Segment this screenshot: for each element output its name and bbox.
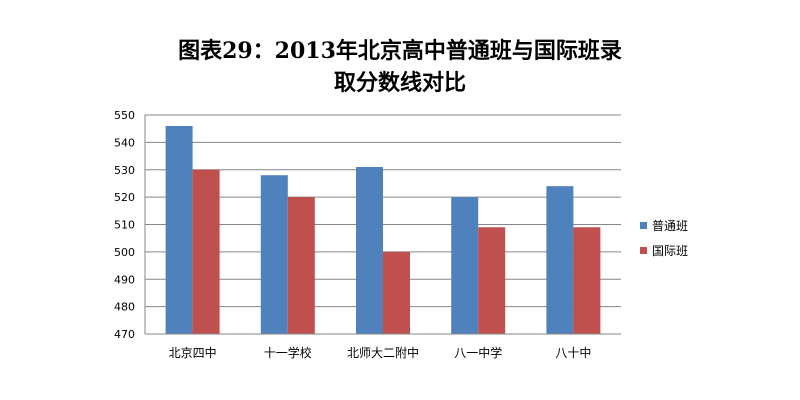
y-tick-label: 490 xyxy=(114,273,135,286)
bar-series1 xyxy=(260,175,288,334)
legend-label: 国际班 xyxy=(652,244,688,258)
bar-series1 xyxy=(356,167,383,334)
legend-swatch xyxy=(640,222,647,229)
chart-title-line1: 图表29：2013年北京高中普通班与国际班录 xyxy=(178,38,622,64)
bar-series2 xyxy=(192,169,220,334)
bar-series1 xyxy=(451,197,479,334)
y-tick-label: 520 xyxy=(114,191,135,204)
legend-swatch xyxy=(640,247,647,254)
y-tick-label: 480 xyxy=(114,301,135,314)
chart-title-line2: 取分数线对比 xyxy=(333,70,466,96)
x-category-label: 北师大二附中 xyxy=(347,345,419,360)
y-tick-label: 470 xyxy=(114,328,135,341)
x-category-label: 八一中学 xyxy=(454,345,502,360)
y-tick-label: 510 xyxy=(114,219,135,232)
legend-label: 普通班 xyxy=(652,219,688,233)
bar-series2 xyxy=(383,251,410,334)
bars xyxy=(165,125,601,334)
y-axis: 470 480 490 500 510 520 530 540 550 xyxy=(114,109,146,341)
x-category-label: 北京四中 xyxy=(169,345,217,360)
x-axis: 北京四中 十一学校 北师大二附中 八一中学 八十中 xyxy=(145,333,621,360)
x-category-label: 十一学校 xyxy=(264,345,312,360)
bar-series1 xyxy=(165,125,193,334)
y-tick-label: 540 xyxy=(114,136,135,149)
bar-series2 xyxy=(287,197,315,334)
y-tick-label: 500 xyxy=(114,246,135,259)
bar-series2 xyxy=(573,227,601,334)
y-tick-label: 530 xyxy=(114,164,135,177)
bar-series2 xyxy=(478,227,506,334)
bar-series1 xyxy=(546,186,574,334)
y-tick-label: 550 xyxy=(114,109,135,122)
x-category-label: 八十中 xyxy=(555,345,591,360)
